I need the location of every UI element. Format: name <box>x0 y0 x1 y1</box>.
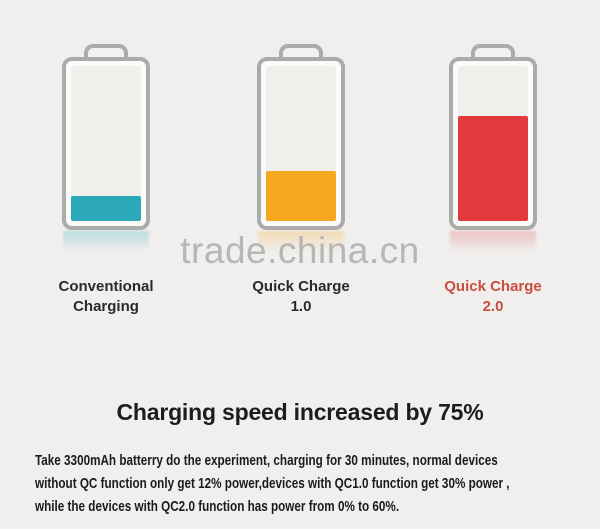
battery-quick-charge-2: Quick Charge 2.0 <box>444 44 542 315</box>
battery-label: Conventional Charging <box>21 277 191 317</box>
battery-icon <box>449 57 537 230</box>
description-paragraph: Take 3300mAh batterry do the experiment,… <box>35 449 510 518</box>
battery-label-line1: Quick Charge <box>444 278 542 295</box>
battery-fill <box>458 115 528 221</box>
description-line-3: while the devices with QC2.0 function ha… <box>35 498 400 515</box>
battery-fill <box>71 196 141 221</box>
battery-well <box>71 66 141 221</box>
battery-label-line2: Charging <box>73 298 139 315</box>
battery-reflection <box>258 231 344 252</box>
battery-icon <box>257 57 345 230</box>
battery-label: Quick Charge 2.0 <box>408 277 578 317</box>
battery-label-line1: Quick Charge <box>252 278 350 295</box>
battery-label-line2: 2.0 <box>482 298 504 315</box>
battery-reflection <box>63 231 149 252</box>
battery-well <box>458 66 528 221</box>
description-line-1: Take 3300mAh batterry do the experiment,… <box>35 452 498 469</box>
battery-quick-charge-1: Quick Charge 1.0 <box>252 44 350 315</box>
battery-reflection <box>450 231 536 252</box>
battery-label-line1: Conventional <box>58 278 154 295</box>
battery-conventional: Conventional Charging <box>58 44 154 315</box>
battery-well <box>266 66 336 221</box>
battery-icon <box>62 57 150 230</box>
battery-label-line2: 1.0 <box>290 298 312 315</box>
battery-label: Quick Charge 1.0 <box>216 277 386 317</box>
description-line-2: without QC function only get 12% power,d… <box>35 475 510 492</box>
battery-fill <box>266 171 336 221</box>
headline: Charging speed increased by 75% <box>116 399 484 425</box>
watermark: trade.china.cn <box>180 230 420 271</box>
